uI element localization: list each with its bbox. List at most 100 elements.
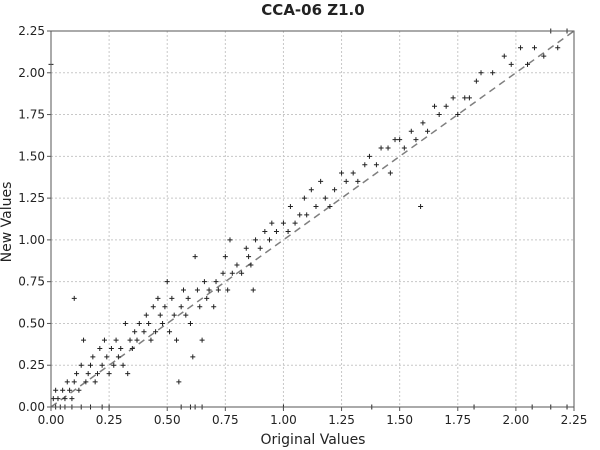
data-point bbox=[71, 295, 77, 301]
data-point bbox=[183, 312, 189, 318]
data-point bbox=[153, 329, 159, 335]
data-point bbox=[246, 254, 252, 260]
data-point bbox=[129, 346, 135, 352]
data-point bbox=[350, 170, 356, 176]
data-point bbox=[531, 45, 537, 51]
data-point bbox=[136, 320, 142, 326]
data-point bbox=[436, 112, 442, 118]
data-point bbox=[167, 329, 173, 335]
chart-title: CCA-06 Z1.0 bbox=[261, 1, 364, 19]
data-point bbox=[327, 203, 333, 209]
data-point bbox=[318, 178, 324, 184]
data-point bbox=[74, 371, 80, 377]
data-point bbox=[180, 287, 186, 293]
data-point bbox=[222, 254, 228, 260]
data-point bbox=[262, 229, 268, 235]
data-point bbox=[466, 95, 472, 101]
data-point bbox=[234, 262, 240, 268]
data-point bbox=[478, 70, 484, 76]
data-point bbox=[192, 254, 198, 260]
x-tick-label: 0.75 bbox=[212, 413, 239, 427]
data-point bbox=[355, 178, 361, 184]
data-point bbox=[83, 379, 89, 385]
data-point bbox=[397, 137, 403, 143]
data-point bbox=[71, 379, 77, 385]
data-point bbox=[490, 70, 496, 76]
data-point bbox=[148, 337, 154, 343]
reference-line bbox=[50, 30, 575, 408]
y-tick-label: 2.25 bbox=[18, 24, 45, 38]
data-point bbox=[332, 187, 338, 193]
data-point bbox=[339, 170, 345, 176]
data-point bbox=[143, 312, 149, 318]
data-point bbox=[60, 387, 66, 393]
y-tick-label: 1.25 bbox=[18, 191, 45, 205]
data-point bbox=[269, 220, 275, 226]
data-point bbox=[104, 354, 110, 360]
data-point bbox=[97, 346, 103, 352]
data-point bbox=[215, 287, 221, 293]
data-point bbox=[157, 312, 163, 318]
data-point bbox=[125, 371, 131, 377]
data-point bbox=[101, 337, 107, 343]
data-point bbox=[373, 162, 379, 168]
data-points bbox=[48, 28, 570, 410]
data-point bbox=[81, 337, 87, 343]
data-point bbox=[378, 145, 384, 151]
data-point bbox=[313, 203, 319, 209]
data-point bbox=[194, 287, 200, 293]
x-tick-label: 2.25 bbox=[561, 413, 588, 427]
data-point bbox=[301, 195, 307, 201]
data-point bbox=[169, 295, 175, 301]
data-point bbox=[62, 396, 68, 402]
data-point bbox=[197, 304, 203, 310]
y-tick-label: 1.75 bbox=[18, 108, 45, 122]
data-point bbox=[78, 362, 84, 368]
data-point bbox=[122, 320, 128, 326]
data-point bbox=[508, 61, 514, 67]
data-point bbox=[115, 354, 121, 360]
data-point bbox=[304, 212, 310, 218]
data-point bbox=[443, 103, 449, 109]
data-point bbox=[92, 379, 98, 385]
x-axis-label: Original Values bbox=[261, 432, 366, 448]
data-point bbox=[190, 354, 196, 360]
data-point bbox=[432, 103, 438, 109]
y-tick-label: 0.75 bbox=[18, 275, 45, 289]
data-point bbox=[176, 379, 182, 385]
data-point bbox=[297, 212, 303, 218]
data-point bbox=[213, 279, 219, 285]
data-point bbox=[94, 371, 100, 377]
data-point bbox=[525, 61, 531, 67]
data-point bbox=[420, 120, 426, 126]
data-point bbox=[501, 53, 507, 59]
data-point bbox=[250, 287, 256, 293]
data-point bbox=[418, 203, 424, 209]
plot-frame bbox=[50, 30, 575, 408]
data-point bbox=[76, 387, 82, 393]
data-point bbox=[187, 320, 193, 326]
data-point bbox=[450, 95, 456, 101]
x-tick-label: 2.00 bbox=[503, 413, 530, 427]
data-point bbox=[408, 128, 414, 134]
data-point bbox=[285, 229, 291, 235]
x-axis-ticks: 0.00 0.25 0.50 0.75 1.00 1.25 1.50 1.75 2.00 2.25 bbox=[38, 407, 588, 427]
data-point bbox=[287, 203, 293, 209]
y-tick-label: 0.50 bbox=[18, 316, 45, 330]
data-point bbox=[160, 320, 166, 326]
data-point bbox=[118, 346, 124, 352]
data-point bbox=[106, 371, 112, 377]
data-point bbox=[413, 137, 419, 143]
data-point bbox=[99, 362, 105, 368]
data-point bbox=[155, 295, 161, 301]
data-point bbox=[204, 295, 210, 301]
data-point bbox=[67, 387, 73, 393]
data-point bbox=[201, 279, 207, 285]
data-point bbox=[387, 170, 393, 176]
data-point bbox=[308, 187, 314, 193]
data-point bbox=[266, 237, 272, 243]
data-point bbox=[243, 245, 249, 251]
data-point bbox=[227, 237, 233, 243]
data-point bbox=[518, 45, 524, 51]
